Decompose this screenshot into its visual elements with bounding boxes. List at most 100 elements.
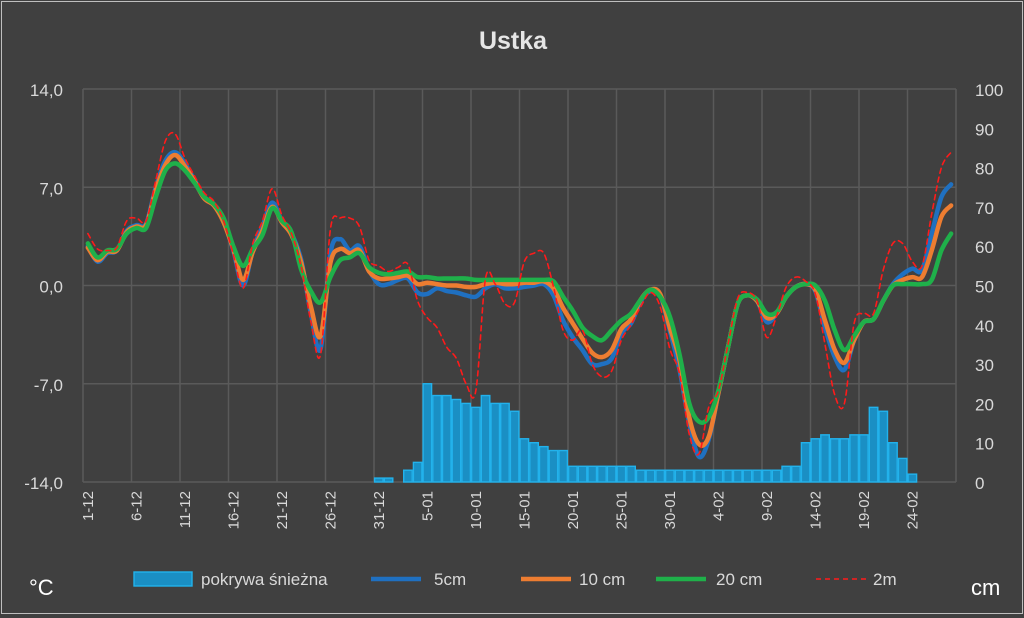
x-tick-label: 25-01 bbox=[613, 491, 630, 529]
x-tick-label: 4-02 bbox=[710, 491, 727, 521]
left-tick-label: 14,0 bbox=[30, 81, 63, 100]
snow-cover-bar bbox=[529, 442, 539, 483]
snow-cover-bar bbox=[703, 469, 714, 483]
snow-cover-bar bbox=[791, 465, 801, 483]
left-axis-unit: °C bbox=[29, 575, 54, 600]
snow-cover-bar bbox=[587, 465, 598, 483]
x-tick-label: 26-12 bbox=[322, 491, 339, 529]
snow-cover-bar bbox=[732, 469, 743, 483]
snow-cover-bar bbox=[713, 469, 724, 483]
x-tick-label: 19-02 bbox=[856, 491, 873, 529]
left-tick-label: 7,0 bbox=[39, 179, 63, 198]
right-tick-label: 90 bbox=[975, 120, 994, 139]
x-tick-label: 20-01 bbox=[565, 491, 582, 529]
snow-cover-bar bbox=[674, 469, 685, 483]
right-tick-label: 10 bbox=[975, 435, 994, 454]
x-tick-label: 6-12 bbox=[128, 491, 145, 521]
x-tick-label: 24-02 bbox=[904, 491, 921, 529]
x-tick-label: 15-01 bbox=[516, 491, 533, 529]
snow-cover-bar bbox=[461, 402, 472, 483]
right-tick-label: 30 bbox=[975, 356, 994, 375]
snow-cover-bar bbox=[664, 469, 675, 483]
x-tick-label: 14-02 bbox=[807, 491, 824, 529]
snow-cover-bar bbox=[829, 438, 840, 483]
x-tick-label: 30-01 bbox=[662, 491, 679, 529]
snow-cover-bar bbox=[490, 402, 501, 483]
snow-cover-bar bbox=[480, 394, 491, 483]
snow-cover-bar bbox=[538, 445, 549, 483]
snow-cover-bar bbox=[548, 449, 559, 483]
line-2m bbox=[87, 131, 952, 456]
snow-cover-bar bbox=[616, 465, 627, 483]
x-tick-label: 9-02 bbox=[759, 491, 776, 521]
x-tick-label: 1-12 bbox=[80, 491, 97, 521]
left-tick-label: -14,0 bbox=[24, 474, 63, 493]
snow-cover-bar bbox=[771, 469, 782, 483]
snow-cover-bar bbox=[422, 383, 433, 483]
snow-cover-bar bbox=[800, 442, 811, 483]
legend: pokrywa śnieżna 5cm 10 cm 20 cm 2m bbox=[133, 570, 897, 589]
legend-5cm-label: 5cm bbox=[434, 570, 466, 589]
snow-cover-bar bbox=[645, 469, 656, 483]
legend-snow-cover-label: pokrywa śnieżna bbox=[201, 570, 328, 589]
snow-cover-bar bbox=[868, 406, 879, 483]
legend-snow-cover-swatch bbox=[133, 571, 193, 587]
snow-cover-bar bbox=[500, 402, 510, 483]
snow-cover-bar bbox=[752, 469, 763, 483]
snow-cover-bar bbox=[451, 398, 462, 483]
snow-cover-bar bbox=[412, 461, 423, 483]
x-tick-label: 10-01 bbox=[468, 491, 485, 529]
snow-cover-bar bbox=[470, 406, 481, 483]
x-tick-label: 31-12 bbox=[371, 491, 388, 529]
snow-cover-bar bbox=[723, 469, 733, 483]
snow-cover-bar bbox=[761, 469, 772, 483]
legend-10cm-label: 10 cm bbox=[579, 570, 625, 589]
right-tick-label: 20 bbox=[975, 395, 994, 414]
snow-cover-bar bbox=[567, 465, 578, 483]
right-tick-label: 70 bbox=[975, 199, 994, 218]
snow-cover-bar bbox=[558, 449, 569, 483]
chart-title: Ustka bbox=[479, 27, 548, 55]
snow-cover-bar bbox=[403, 469, 413, 483]
snow-cover-bar bbox=[810, 438, 821, 483]
snow-cover-bar bbox=[694, 469, 704, 483]
snow-cover-bar bbox=[849, 434, 860, 483]
legend-20cm-label: 20 cm bbox=[716, 570, 762, 589]
right-tick-label: 80 bbox=[975, 160, 994, 179]
right-axis-unit: cm bbox=[971, 575, 1000, 600]
snow-cover-bar bbox=[888, 442, 898, 483]
snow-cover-bar bbox=[781, 465, 792, 483]
snow-cover-bar bbox=[907, 473, 918, 483]
snow-cover-bar bbox=[509, 410, 520, 483]
snow-cover-bar bbox=[684, 469, 695, 483]
snow-cover-bar bbox=[897, 457, 908, 483]
right-tick-label: 60 bbox=[975, 238, 994, 257]
snow-cover-bar bbox=[373, 477, 384, 483]
snow-cover-bar bbox=[878, 410, 889, 483]
x-tick-label: 16-12 bbox=[225, 491, 242, 529]
line-20cm bbox=[85, 161, 954, 425]
right-tick-label: 0 bbox=[975, 474, 984, 493]
snow-cover-bar bbox=[820, 434, 830, 483]
snow-cover-bar bbox=[742, 469, 753, 483]
right-tick-label: 40 bbox=[975, 317, 994, 336]
snow-cover-bar bbox=[655, 469, 666, 483]
snow-cover-bar bbox=[839, 438, 850, 483]
snow-cover-bar bbox=[626, 465, 636, 483]
x-tick-label: 11-12 bbox=[177, 491, 194, 528]
snow-cover-bar bbox=[597, 465, 607, 483]
right-tick-label: 50 bbox=[975, 278, 994, 297]
right-tick-label: 100 bbox=[975, 81, 1003, 100]
snow-cover-bar bbox=[441, 394, 452, 483]
x-tick-label: 5-01 bbox=[419, 491, 436, 521]
snow-cover-bar bbox=[635, 469, 646, 483]
legend-2m-label: 2m bbox=[873, 570, 897, 589]
snow-cover-bar bbox=[858, 434, 869, 483]
snow-cover-bar bbox=[432, 394, 442, 483]
snow-cover-bar bbox=[383, 477, 394, 483]
snow-cover-bar bbox=[577, 465, 588, 483]
snow-cover-bar bbox=[519, 438, 530, 483]
left-tick-label: 0,0 bbox=[39, 278, 63, 297]
